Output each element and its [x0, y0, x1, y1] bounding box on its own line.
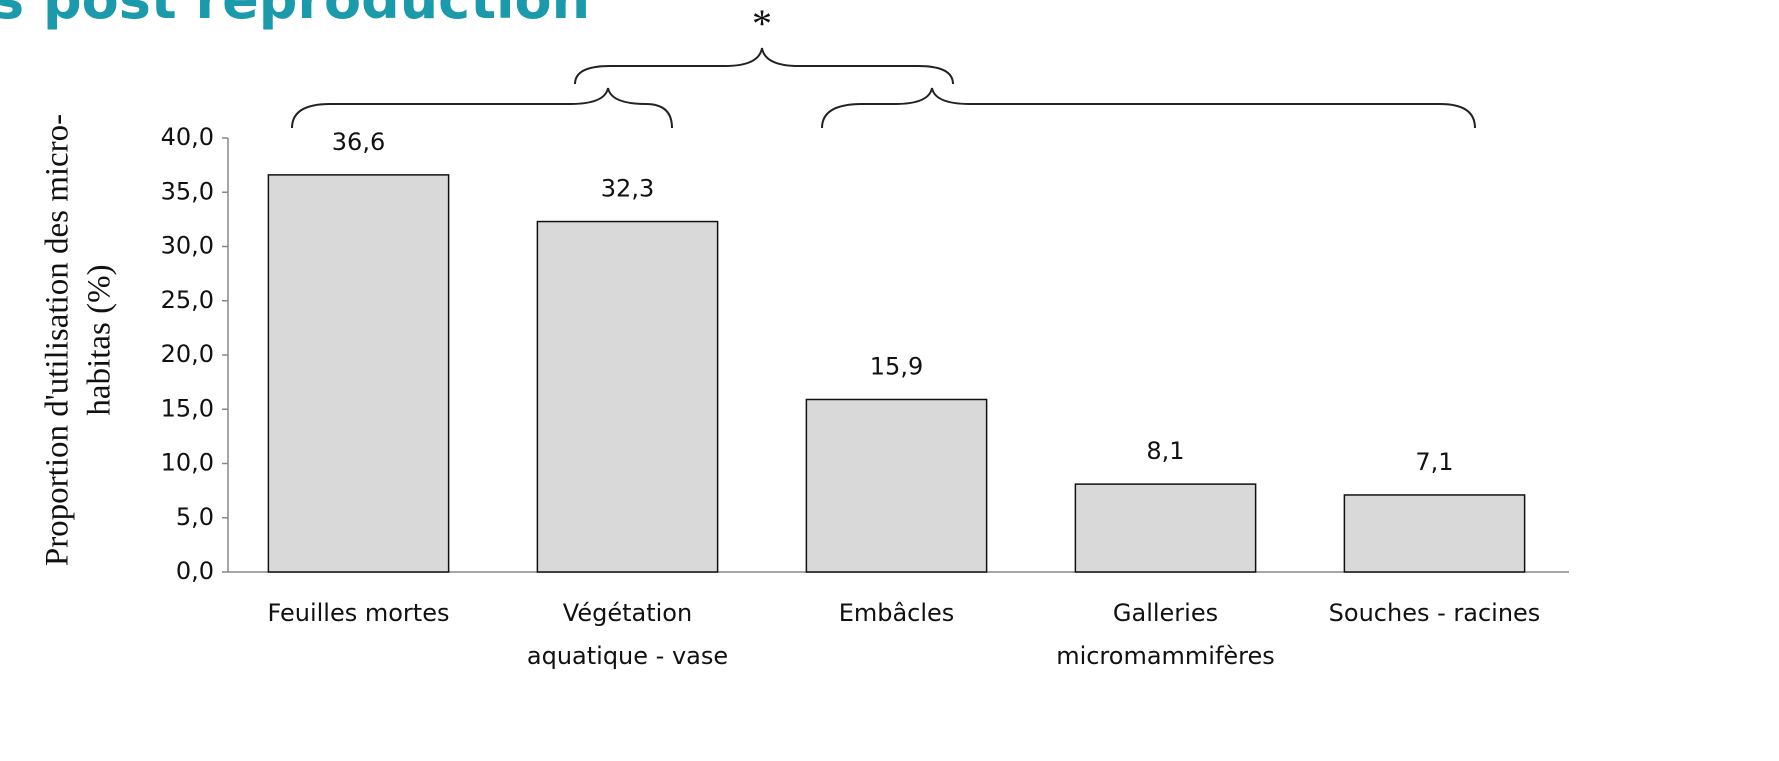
brace: [821, 87, 1476, 129]
bar: [1343, 494, 1526, 573]
y-tick-label: 40,0: [161, 123, 214, 151]
y-tick-label: 20,0: [161, 340, 214, 368]
brace: [291, 87, 673, 129]
chart-title: s post reproduction: [0, 0, 590, 31]
x-tick-label: Souches - racines: [1329, 599, 1541, 627]
value-label: 36,6: [332, 128, 385, 156]
x-tick-label: aquatique - vase: [527, 642, 728, 670]
y-axis-title-line: habitas (%): [82, 264, 118, 415]
x-tick-label: Végétation: [563, 599, 692, 627]
y-tick-label: 10,0: [161, 449, 214, 477]
value-label: 7,1: [1415, 448, 1453, 476]
brace: [574, 47, 954, 85]
bar: [267, 174, 450, 573]
x-tick-label: Galleries: [1113, 599, 1218, 627]
bar: [805, 398, 988, 573]
y-tick-label: 25,0: [161, 286, 214, 314]
y-axis-title-line: Proportion d'utilisation des micro-: [40, 114, 76, 566]
y-tick-label: 30,0: [161, 232, 214, 260]
x-tick-label: Embâcles: [839, 599, 955, 627]
significance-annotation: *: [752, 1, 772, 46]
y-tick-label: 35,0: [161, 177, 214, 205]
bar: [1074, 483, 1257, 573]
value-label: 8,1: [1146, 437, 1184, 465]
x-tick-label: Feuilles mortes: [268, 599, 450, 627]
y-tick-label: 5,0: [176, 503, 214, 531]
bar: [536, 220, 719, 573]
x-tick-label: micromammifères: [1056, 642, 1275, 670]
y-tick-label: 0,0: [176, 557, 214, 585]
y-tick-label: 15,0: [161, 394, 214, 422]
value-label: 15,9: [870, 352, 923, 380]
y-axis-title: Proportion d'utilisation des micro- habi…: [40, 114, 118, 566]
value-label: 32,3: [601, 175, 654, 203]
